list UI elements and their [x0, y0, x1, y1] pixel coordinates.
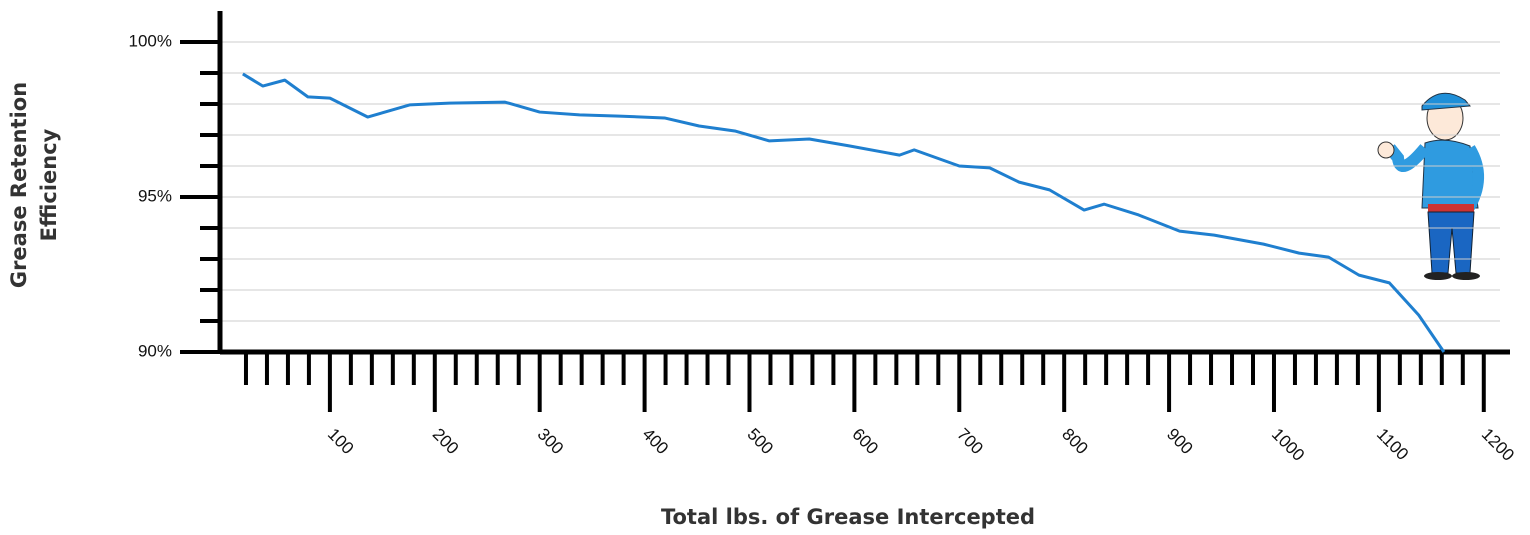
x-tick-label: 700: [953, 425, 986, 458]
y-tick-label: 100%: [129, 31, 172, 50]
x-tick-label: 100: [324, 425, 357, 458]
x-tick-label: 1200: [1478, 425, 1518, 465]
y-tick-label: 95%: [138, 186, 172, 205]
x-tick-label: 800: [1058, 425, 1091, 458]
x-tick-label: 400: [639, 425, 672, 458]
x-tick-label: 200: [429, 425, 462, 458]
mascot: [1377, 92, 1484, 280]
y-axis-title: Grease Retention: [7, 82, 31, 288]
y-axis-title: Efficiency: [37, 128, 61, 241]
x-tick-label: 1100: [1373, 425, 1412, 464]
x-tick-label: 900: [1163, 425, 1196, 458]
x-tick-label: 300: [534, 425, 567, 458]
x-axis-title: Total lbs. of Grease Intercepted: [661, 505, 1035, 529]
data-line: [242, 72, 1446, 353]
x-tick-label: 1000: [1268, 425, 1308, 465]
x-tick-label: 600: [848, 425, 881, 458]
x-tick-label: 500: [743, 425, 776, 458]
y-tick-label: 90%: [138, 341, 172, 360]
